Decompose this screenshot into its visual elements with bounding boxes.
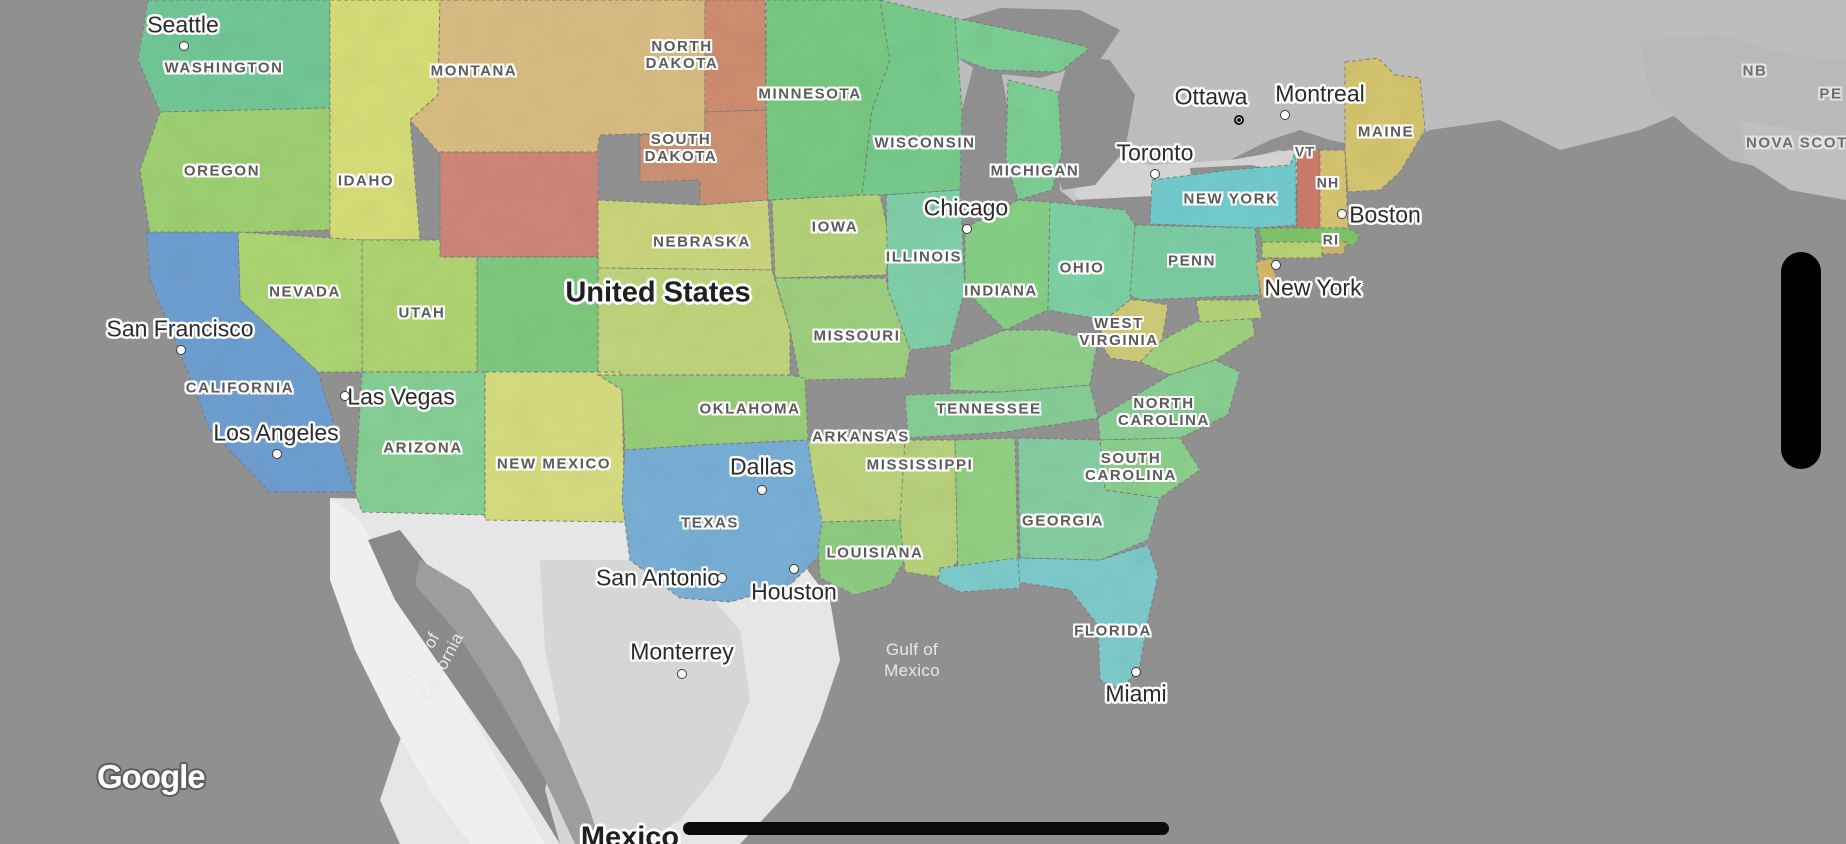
city-marker-dallas[interactable] xyxy=(757,485,767,495)
state-shape-florida[interactable] xyxy=(1017,544,1159,691)
state-shape-indiana[interactable] xyxy=(964,199,1051,331)
city-marker-san-antonio[interactable] xyxy=(717,573,727,583)
state-shape-north-dakota[interactable] xyxy=(704,0,767,113)
city-marker-los-angeles[interactable] xyxy=(272,449,282,459)
state-shape-alabama[interactable] xyxy=(954,437,1019,579)
state-shape-iowa[interactable] xyxy=(771,194,891,279)
state-shape-new-mexico[interactable] xyxy=(484,371,626,523)
city-marker-ottawa[interactable] xyxy=(1234,115,1244,125)
state-shape-arkansas[interactable] xyxy=(807,439,909,523)
city-marker-houston[interactable] xyxy=(789,564,799,574)
state-shape-kentucky[interactable] xyxy=(949,329,1099,393)
state-shape-arizona[interactable] xyxy=(354,371,486,516)
state-shape-mississippi[interactable] xyxy=(899,439,959,579)
city-marker-montreal[interactable] xyxy=(1280,110,1290,120)
great-lakes-huron xyxy=(1052,55,1135,190)
mexico-highlands xyxy=(540,560,750,844)
state-shape-nevada[interactable] xyxy=(237,231,363,373)
city-marker-miami[interactable] xyxy=(1131,667,1141,677)
state-shape-montana[interactable] xyxy=(409,0,706,153)
mexico-dark-range xyxy=(415,560,600,844)
state-shape-north-carolina[interactable] xyxy=(1097,359,1241,441)
state-shape-missouri[interactable] xyxy=(774,277,911,381)
landmass-nova-scotia xyxy=(1740,120,1846,200)
mexico-baja xyxy=(330,498,545,844)
city-marker-las-vegas[interactable] xyxy=(340,391,350,401)
horizontal-scrollbar[interactable] xyxy=(683,822,1169,835)
state-shape-new-york[interactable] xyxy=(1149,149,1297,229)
state-shape-michigan-up[interactable] xyxy=(954,17,1091,73)
state-shape-oregon[interactable] xyxy=(139,107,331,236)
state-shape-vermont[interactable] xyxy=(1296,149,1321,231)
state-shape-minnesota[interactable] xyxy=(765,0,891,201)
state-shape-maryland[interactable] xyxy=(1195,299,1263,323)
city-marker-boston[interactable] xyxy=(1337,209,1347,219)
google-logo[interactable]: Google xyxy=(97,758,206,795)
state-shape-california[interactable] xyxy=(145,231,356,493)
state-shape-kansas[interactable] xyxy=(597,267,791,376)
state-shape-washington[interactable] xyxy=(137,0,331,113)
state-shape-colorado[interactable] xyxy=(476,256,599,376)
state-shape-utah[interactable] xyxy=(361,239,478,373)
state-shape-ohio[interactable] xyxy=(1047,201,1136,321)
state-shape-texas[interactable] xyxy=(621,439,839,603)
state-shape-nebraska[interactable] xyxy=(597,199,773,271)
state-shape-michigan[interactable] xyxy=(1005,79,1063,201)
city-marker-san-francisco[interactable] xyxy=(176,345,186,355)
state-shape-massachusetts[interactable] xyxy=(1257,227,1361,246)
state-shape-wyoming[interactable] xyxy=(439,151,599,258)
city-marker-toronto[interactable] xyxy=(1150,169,1160,179)
state-shape-virginia[interactable] xyxy=(1139,309,1256,376)
city-marker-seattle[interactable] xyxy=(179,41,189,51)
state-shape-rhode-island[interactable] xyxy=(1321,241,1347,255)
state-shape-florida-panhandle[interactable] xyxy=(937,557,1021,593)
city-marker-new-york[interactable] xyxy=(1271,260,1281,270)
great-lakes-michigan xyxy=(958,60,1010,228)
state-shape-maine[interactable] xyxy=(1344,57,1426,193)
state-shape-pennsylvania[interactable] xyxy=(1129,224,1261,301)
vertical-scrollbar[interactable] xyxy=(1781,252,1821,469)
state-shape-oklahoma[interactable] xyxy=(596,374,809,451)
state-shape-south-carolina[interactable] xyxy=(1099,437,1201,499)
city-marker-monterrey[interactable] xyxy=(677,669,687,679)
city-marker-chicago[interactable] xyxy=(962,224,972,234)
state-shape-connecticut[interactable] xyxy=(1261,241,1323,259)
state-shape-idaho[interactable] xyxy=(329,0,441,241)
